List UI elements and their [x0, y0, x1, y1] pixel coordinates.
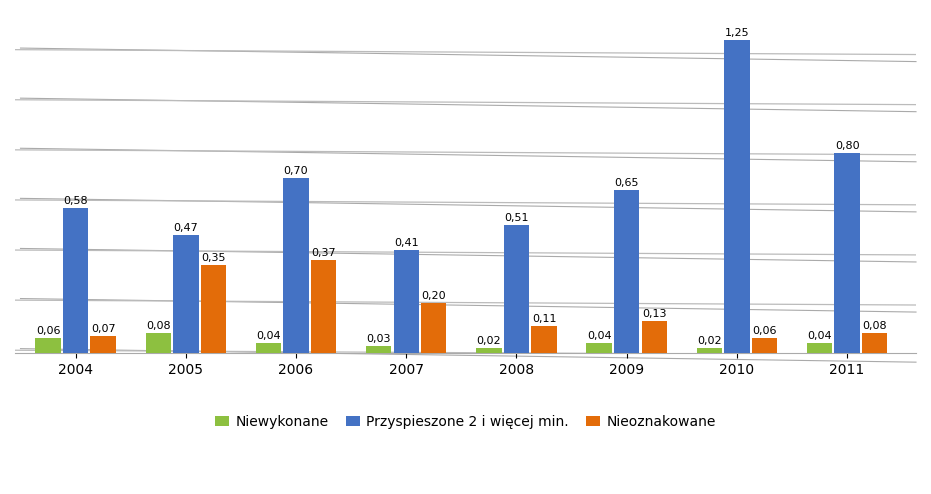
Bar [696, 348, 722, 353]
Legend: Niewykonane, Przyspieszone 2 i więcej min., Nieoznakowane: Niewykonane, Przyspieszone 2 i więcej mi… [210, 411, 721, 433]
Text: 0,08: 0,08 [146, 321, 170, 331]
Text: 0,07: 0,07 [91, 324, 115, 333]
Bar [504, 225, 529, 353]
Bar [63, 208, 88, 353]
Text: 0,04: 0,04 [587, 331, 612, 341]
Bar [614, 190, 640, 353]
Bar [173, 236, 198, 353]
Text: 0,13: 0,13 [642, 309, 667, 319]
Text: 0,08: 0,08 [862, 321, 887, 331]
Bar [394, 250, 419, 353]
Bar [145, 333, 171, 353]
Text: 0,37: 0,37 [311, 248, 336, 258]
Text: 0,02: 0,02 [697, 336, 722, 346]
Text: 0,06: 0,06 [35, 326, 61, 336]
Bar [724, 40, 749, 353]
Text: 0,41: 0,41 [394, 239, 419, 248]
Text: 0,70: 0,70 [284, 166, 308, 176]
Text: 0,04: 0,04 [807, 331, 832, 341]
Text: 0,11: 0,11 [532, 314, 557, 324]
Bar [862, 333, 887, 353]
Text: 0,20: 0,20 [422, 291, 446, 301]
Text: 0,47: 0,47 [173, 223, 198, 234]
Bar [807, 343, 832, 353]
Text: 0,51: 0,51 [505, 213, 529, 223]
Text: 0,58: 0,58 [63, 196, 88, 206]
Bar [477, 348, 502, 353]
Bar [311, 260, 336, 353]
Bar [421, 303, 447, 353]
Text: 0,65: 0,65 [614, 178, 639, 188]
Bar [201, 265, 226, 353]
Text: 0,03: 0,03 [367, 333, 391, 344]
Bar [283, 178, 309, 353]
Text: 1,25: 1,25 [724, 28, 749, 38]
Bar [834, 153, 860, 353]
Bar [90, 335, 115, 353]
Text: 0,04: 0,04 [256, 331, 281, 341]
Bar [641, 321, 667, 353]
Bar [751, 338, 777, 353]
Bar [587, 343, 612, 353]
Text: 0,35: 0,35 [201, 253, 225, 263]
Text: 0,80: 0,80 [835, 141, 859, 151]
Bar [532, 326, 557, 353]
Bar [256, 343, 281, 353]
Bar [366, 346, 391, 353]
Bar [35, 338, 61, 353]
Text: 0,02: 0,02 [477, 336, 501, 346]
Text: 0,06: 0,06 [752, 326, 776, 336]
